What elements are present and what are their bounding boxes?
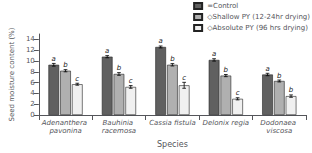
- svg-text:6: 6: [30, 79, 35, 87]
- svg-text:Delonix regia: Delonix regia: [203, 119, 250, 127]
- svg-text:c: c: [236, 89, 240, 97]
- svg-text:10: 10: [26, 57, 35, 65]
- svg-text:a: a: [212, 50, 216, 58]
- svg-text:4: 4: [30, 89, 35, 97]
- svg-text:c: c: [182, 74, 186, 82]
- svg-text:pavonina: pavonina: [48, 127, 81, 135]
- svg-text:Seed moisture content (%): Seed moisture content (%): [8, 27, 16, 121]
- svg-text:c: c: [129, 77, 133, 85]
- svg-text:2: 2: [30, 100, 34, 108]
- svg-text:b: b: [117, 64, 122, 72]
- svg-text:b: b: [289, 86, 294, 94]
- svg-text:viscosa: viscosa: [266, 127, 292, 135]
- svg-text:b: b: [277, 72, 282, 80]
- svg-text:b: b: [224, 66, 229, 74]
- svg-text:a: a: [265, 65, 269, 73]
- svg-text:a: a: [105, 47, 109, 55]
- svg-text:racemosa: racemosa: [102, 127, 136, 135]
- svg-text:a: a: [158, 37, 162, 45]
- svg-text:14: 14: [26, 35, 35, 43]
- svg-text:c: c: [75, 75, 79, 83]
- svg-text:Dodonaea: Dodonaea: [260, 119, 298, 127]
- svg-text:b: b: [170, 55, 175, 63]
- svg-text:◇Shallow PY (12-24hr drying): ◇Shallow PY (12-24hr drying): [207, 13, 310, 21]
- svg-text:Cassia fistula: Cassia fistula: [149, 119, 196, 127]
- svg-text:8: 8: [30, 68, 34, 76]
- svg-text:a: a: [52, 55, 56, 63]
- svg-text:=Control: =Control: [207, 2, 238, 10]
- svg-text:◇Absolute PY (96 hrs drying): ◇Absolute PY (96 hrs drying): [207, 24, 308, 32]
- svg-text:0: 0: [30, 111, 34, 119]
- svg-text:Species: Species: [157, 140, 188, 149]
- svg-text:Bauhinia: Bauhinia: [103, 119, 136, 127]
- svg-text:Adenanthera: Adenanthera: [41, 119, 90, 127]
- svg-text:b: b: [63, 61, 68, 69]
- svg-text:12: 12: [26, 46, 35, 54]
